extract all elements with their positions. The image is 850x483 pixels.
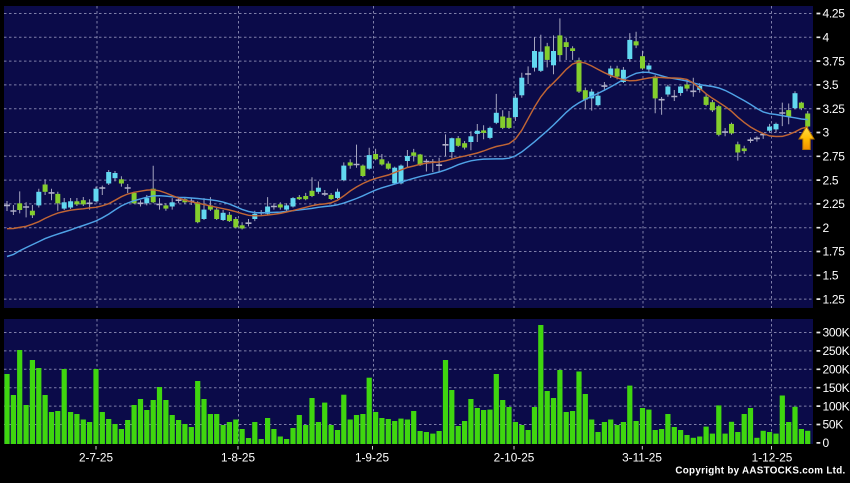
svg-text:2.25: 2.25 [823,197,846,211]
svg-text:3.75: 3.75 [823,54,846,68]
svg-text:200K: 200K [823,363,850,377]
svg-text:300K: 300K [823,326,850,340]
svg-text:100K: 100K [823,399,850,413]
svg-text:1.25: 1.25 [823,292,846,306]
svg-text:3: 3 [823,126,830,140]
svg-text:3.5: 3.5 [823,78,839,92]
svg-text:2: 2 [823,221,830,235]
svg-text:1-12-25: 1-12-25 [752,451,793,465]
svg-text:0: 0 [823,436,830,450]
svg-text:50K: 50K [823,418,844,432]
svg-text:250K: 250K [823,344,850,358]
svg-text:1.75: 1.75 [823,245,846,259]
svg-text:2.75: 2.75 [823,150,846,164]
svg-text:1.5: 1.5 [823,269,839,283]
svg-text:2-10-25: 2-10-25 [494,451,535,465]
svg-text:1-9-25: 1-9-25 [355,451,390,465]
svg-text:2.5: 2.5 [823,173,839,187]
svg-text:3.25: 3.25 [823,102,846,116]
svg-text:150K: 150K [823,381,850,395]
svg-text:1-8-25: 1-8-25 [221,451,256,465]
svg-text:4: 4 [823,31,830,45]
svg-text:4.25: 4.25 [823,7,846,21]
svg-text:2-7-25: 2-7-25 [79,451,114,465]
svg-text:Copyright by AASTOCKS.com Ltd.: Copyright by AASTOCKS.com Ltd. [675,466,845,477]
svg-text:3-11-25: 3-11-25 [622,451,662,465]
